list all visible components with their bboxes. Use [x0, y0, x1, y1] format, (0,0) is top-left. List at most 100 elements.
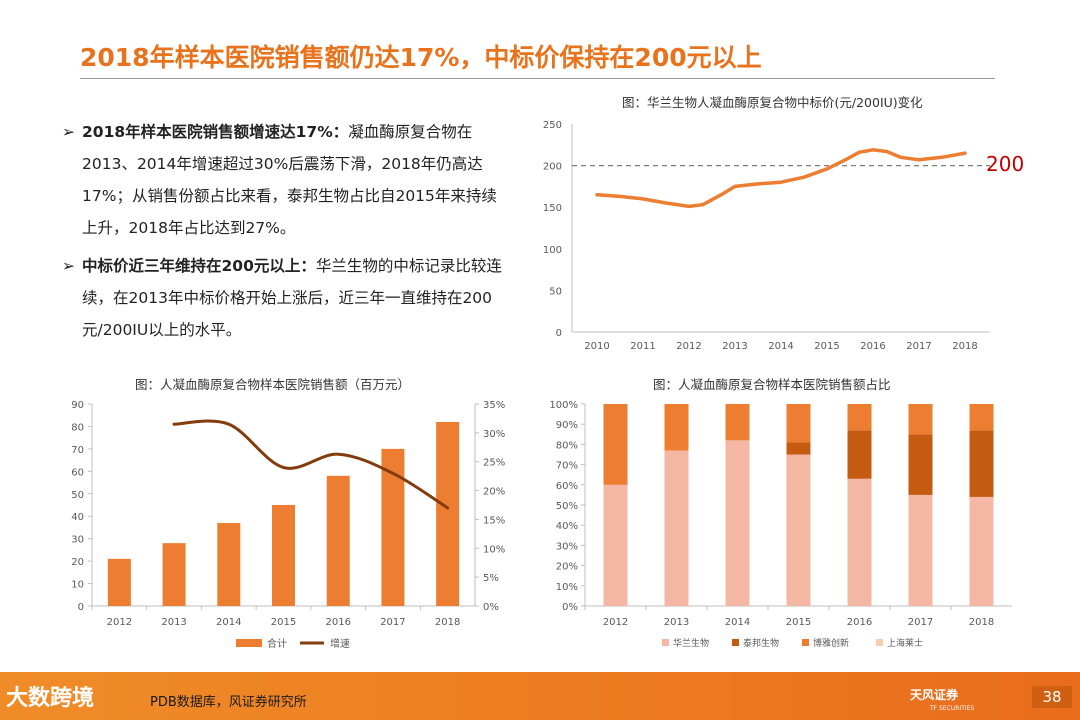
y-tick-label: 0: [556, 328, 562, 339]
share-segment-华兰生物: [725, 440, 750, 606]
y-tick-label: 80: [71, 422, 84, 433]
bullet-heading: 中标价近三年维持在200元以上：: [82, 257, 316, 275]
x-tick-label: 2017: [908, 617, 933, 628]
y-tick-label: 100: [543, 245, 562, 256]
y-tick-label: 30%: [556, 541, 578, 552]
growth-series-line: [172, 419, 450, 510]
x-tick-label: 2014: [725, 617, 750, 628]
y-tick-label: 0: [78, 602, 84, 613]
y2-tick-label: 35%: [483, 400, 505, 411]
y2-tick-label: 30%: [483, 429, 505, 440]
share-segment-华兰生物: [908, 494, 933, 606]
sales-bar: [107, 558, 131, 606]
sales-bar: [326, 475, 350, 606]
sales-bar: [436, 421, 460, 606]
y2-tick-label: 20%: [483, 487, 505, 498]
x-tick-label: 2018: [969, 617, 994, 628]
share-segment-博雅创新: [908, 404, 933, 435]
sales-bar: [272, 505, 295, 606]
brand-logo: 天风证券: [910, 688, 959, 702]
legend-swatch: [732, 639, 739, 646]
x-tick-label: 2013: [161, 617, 186, 628]
legend-swatch-total: [236, 639, 262, 647]
x-tick-label: 2013: [664, 617, 689, 628]
x-tick-label: 2014: [216, 617, 241, 628]
x-tick-label: 2015: [814, 341, 839, 352]
share-stacked-chart: 0% 10% 20% 30% 40% 50% 60% 70% 80% 90% 100% 2012 201…: [549, 400, 1012, 649]
y2-tick-label: 10%: [483, 544, 505, 555]
y-tick-label: 50%: [556, 501, 578, 512]
brand-subtitle: TF SECURITIES: [930, 705, 975, 712]
x-tick-label: 2017: [906, 341, 931, 352]
y-tick-label: 150: [543, 203, 562, 214]
y-tick-label: 10%: [556, 582, 578, 593]
title-divider: [80, 78, 995, 79]
watermark-logo: 大数跨境: [6, 686, 95, 711]
y-tick-label: 90: [71, 400, 84, 411]
x-tick-label: 2018: [435, 617, 460, 628]
bullet-item: ➢ 中标价近三年维持在200元以上：华兰生物的中标记录比较连续，在2013年中标…: [62, 250, 502, 346]
y-tick-label: 50: [549, 286, 562, 297]
y-tick-label: 70: [71, 445, 84, 456]
x-tick-label: 2015: [786, 617, 811, 628]
y-tick-label: 40%: [556, 521, 578, 532]
share-segment-博雅创新: [786, 404, 811, 443]
sales-bar: [381, 448, 405, 606]
share-segment-泰邦生物: [969, 430, 994, 497]
y-tick-label: 70%: [556, 461, 578, 472]
x-tick-label: 2016: [325, 617, 350, 628]
y2-tick-label: 15%: [483, 515, 505, 526]
bullet-text: 凝血酶原复合物在2013、2014年增速超过30%后震荡下滑，2018年仍高达1…: [82, 123, 497, 237]
x-tick-label: 2015: [271, 617, 296, 628]
x-tick-label: 2011: [630, 341, 655, 352]
y-tick-label: 10: [71, 580, 84, 591]
share-segment-华兰生物: [969, 496, 994, 606]
y-tick-label: 60: [71, 467, 84, 478]
bullet-arrow-icon: ➢: [62, 257, 75, 275]
bullet-item: ➢ 2018年样本医院销售额增速达17%：凝血酶原复合物在2013、2014年增…: [62, 116, 502, 244]
price-chart-title: 图：华兰生物人凝血酶原复合物中标价(元/200IU)变化: [622, 95, 923, 110]
y-tick-label: 90%: [556, 420, 578, 431]
legend-swatch: [802, 639, 809, 646]
y2-tick-label: 0%: [483, 602, 499, 613]
share-segment-华兰生物: [603, 484, 628, 606]
legend-label: 博雅创新: [813, 637, 849, 649]
sales-bar: [217, 522, 241, 606]
x-tick-label: 2012: [107, 617, 132, 628]
y-tick-label: 30: [71, 535, 84, 546]
legend-label-total: 合计: [267, 637, 287, 650]
share-segment-博雅创新: [969, 404, 994, 431]
source-text: PDB数据库，风证券研究所: [150, 695, 307, 710]
share-segment-博雅创新: [725, 404, 750, 441]
x-tick-label: 2016: [860, 341, 885, 352]
price-line-chart: 0 50 100 150 200 250 2010 2011 2012 2013 2014 2015 2…: [543, 120, 990, 352]
x-tick-label: 2013: [722, 341, 747, 352]
price-annotation: 200: [986, 152, 1025, 176]
x-tick-label: 2014: [768, 341, 793, 352]
share-segment-华兰生物: [847, 478, 872, 606]
bullet-heading: 2018年样本医院销售额增速达17%：: [82, 123, 349, 141]
share-segment-博雅创新: [603, 404, 628, 485]
x-tick-label: 2017: [380, 617, 405, 628]
y-tick-label: 40: [71, 512, 84, 523]
price-series-line: [595, 148, 967, 209]
y-tick-label: 20: [71, 557, 84, 568]
page-title: 2018年样本医院销售额仍达17%，中标价保持在200元以上: [80, 43, 762, 72]
legend-label: 上海莱士: [887, 637, 923, 649]
y-tick-label: 60%: [556, 481, 578, 492]
share-segment-泰邦生物: [786, 442, 811, 455]
share-segment-博雅创新: [847, 404, 872, 431]
y2-tick-label: 5%: [483, 573, 499, 584]
y-tick-label: 20%: [556, 562, 578, 573]
x-tick-label: 2016: [847, 617, 872, 628]
legend-label-growth: 增速: [330, 637, 350, 650]
share-segment-泰邦生物: [908, 434, 933, 495]
x-tick-label: 2018: [952, 341, 977, 352]
share-segment-华兰生物: [664, 450, 689, 606]
legend-label: 华兰生物: [673, 637, 709, 649]
y-tick-label: 50: [71, 490, 84, 501]
legend-swatch: [662, 639, 669, 646]
y-tick-label: 200: [543, 162, 562, 173]
y-tick-label: 80%: [556, 440, 578, 451]
x-tick-label: 2010: [584, 341, 609, 352]
